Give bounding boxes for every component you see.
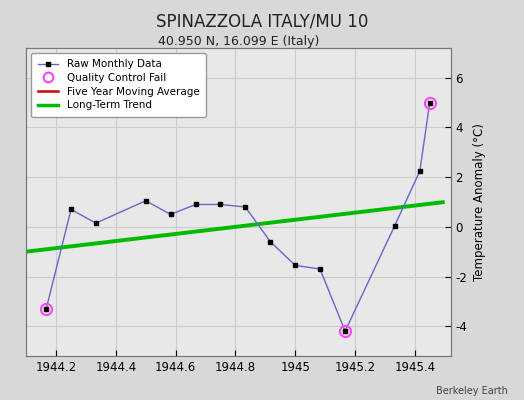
- Y-axis label: Temperature Anomaly (°C): Temperature Anomaly (°C): [473, 123, 486, 281]
- Text: SPINAZZOLA ITALY/MU 10: SPINAZZOLA ITALY/MU 10: [156, 12, 368, 30]
- Text: Berkeley Earth: Berkeley Earth: [436, 386, 508, 396]
- Legend: Raw Monthly Data, Quality Control Fail, Five Year Moving Average, Long-Term Tren: Raw Monthly Data, Quality Control Fail, …: [31, 53, 206, 117]
- Title: 40.950 N, 16.099 E (Italy): 40.950 N, 16.099 E (Italy): [158, 35, 319, 48]
